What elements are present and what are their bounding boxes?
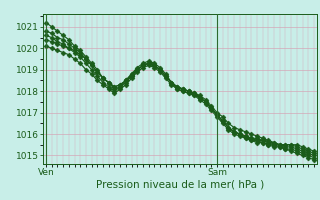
X-axis label: Pression niveau de la mer( hPa ): Pression niveau de la mer( hPa )	[96, 180, 264, 190]
